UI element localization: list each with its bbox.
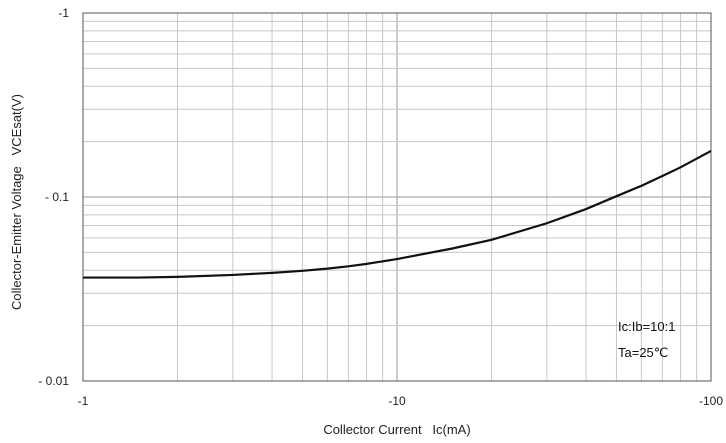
- series-line: [83, 149, 712, 279]
- x-tick-label: -1: [78, 394, 89, 408]
- y-tick-label: - 0.1: [45, 190, 69, 204]
- y-tick-label: -1: [58, 6, 69, 20]
- y-tick-label: - 0.01: [38, 374, 69, 388]
- x-tick-label: -10: [388, 394, 406, 408]
- y-axis-title: Collector-Emitter Voltage VCEsat(V): [9, 94, 24, 310]
- condition-annotation: Ic:Ib=10:1: [618, 319, 675, 334]
- plot-frame: [82, 12, 712, 382]
- x-tick-label: -100: [699, 394, 723, 408]
- temperature-annotation: Ta=25℃: [618, 345, 668, 360]
- x-axis-title: Collector Current Ic(mA): [323, 422, 470, 437]
